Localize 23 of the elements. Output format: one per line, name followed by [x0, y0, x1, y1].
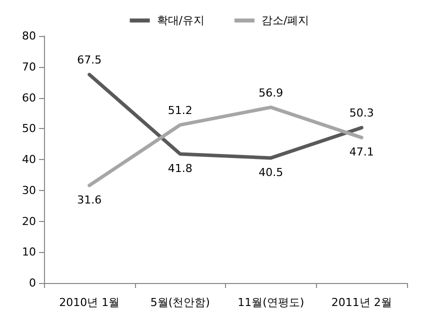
data-label: 47.1 — [349, 146, 374, 159]
data-label: 51.2 — [168, 104, 192, 117]
y-tick-label: 30 — [22, 184, 36, 197]
y-tick-label: 20 — [22, 214, 36, 228]
y-tick-label: 10 — [22, 246, 36, 259]
data-label: 56.9 — [258, 86, 284, 100]
y-tick-label: 50 — [22, 122, 36, 136]
x-tick-label: 2011년 2월 — [331, 296, 392, 309]
data-label: 31.6 — [77, 193, 102, 206]
x-tick-label: 11월(연평도) — [238, 296, 304, 309]
data-label: 67.5 — [77, 54, 102, 67]
y-tick-label: 40 — [22, 153, 36, 166]
data-label: 50.3 — [349, 106, 374, 120]
y-tick-label: 80 — [22, 30, 36, 42]
y-tick-label: 70 — [22, 60, 36, 74]
legend-label: 확대/유지 — [156, 14, 205, 27]
y-tick-label: 60 — [22, 91, 36, 104]
data-label: 41.8 — [168, 162, 192, 175]
data-label: 40.5 — [258, 166, 284, 179]
legend-label: 감소/폐지 — [262, 14, 310, 27]
x-tick-label: 2010년 1월 — [59, 296, 120, 309]
x-tick-label: 5월(천안함) — [150, 296, 210, 309]
y-tick-label: 0 — [29, 276, 36, 290]
